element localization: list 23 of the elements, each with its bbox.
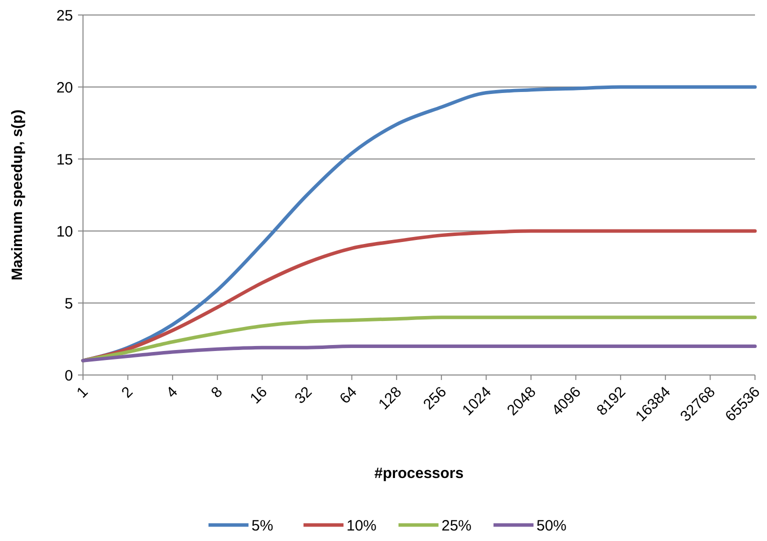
legend-label: 25%: [442, 517, 472, 534]
x-tick-label: 32: [292, 384, 316, 408]
x-tick-label: 2: [118, 384, 136, 402]
x-tick-label: 8: [208, 384, 226, 402]
y-tick-label: 15: [56, 151, 73, 168]
y-tick-label: 20: [56, 79, 73, 96]
x-tick-label: 256: [420, 384, 450, 414]
line-series: [81, 316, 757, 362]
legend-label: 50%: [536, 517, 567, 534]
legend-label: 5%: [252, 517, 274, 534]
x-tick-label: 4: [163, 384, 182, 402]
y-tick-label: 0: [64, 367, 73, 384]
x-tick-label: 128: [375, 384, 406, 414]
legend-label: 10%: [346, 517, 377, 534]
y-tick-label: 5: [64, 295, 73, 312]
x-tick-label: 64: [336, 384, 360, 408]
y-tick-label: 25: [56, 7, 73, 24]
line-series: [81, 344, 757, 362]
x-tick-label: 1: [74, 384, 92, 402]
x-tick-label: 16: [246, 384, 271, 408]
y-tick-label: 10: [56, 223, 73, 240]
y-axis-title: Maximum speedup, s(p): [9, 110, 26, 280]
x-axis-title: #processors: [374, 465, 464, 482]
